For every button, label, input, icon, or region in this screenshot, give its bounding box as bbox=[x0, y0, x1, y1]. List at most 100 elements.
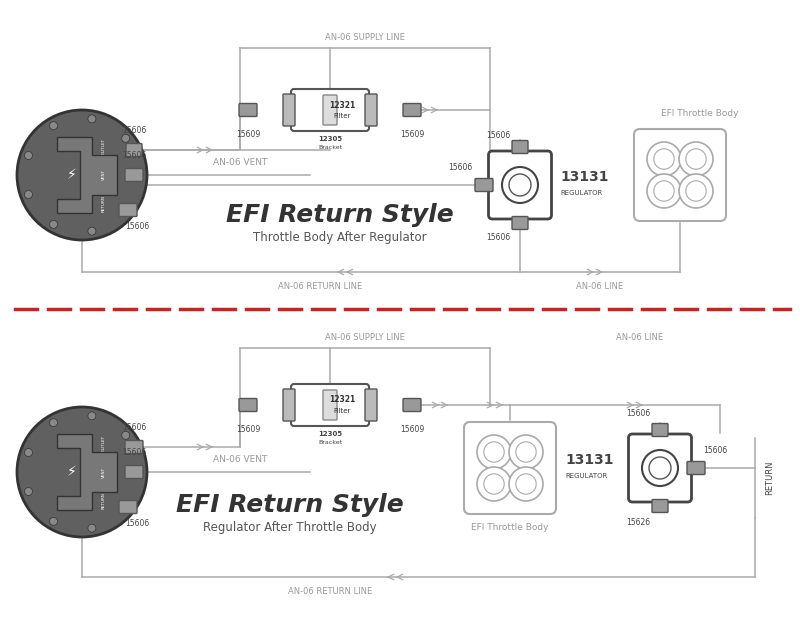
Text: 15606: 15606 bbox=[486, 233, 510, 242]
Circle shape bbox=[88, 115, 96, 123]
Circle shape bbox=[642, 450, 678, 486]
Text: OUTLET: OUTLET bbox=[102, 435, 106, 451]
Circle shape bbox=[654, 181, 674, 201]
Text: 15606: 15606 bbox=[486, 131, 510, 140]
Circle shape bbox=[122, 208, 130, 216]
Text: AN-06 LINE: AN-06 LINE bbox=[577, 282, 623, 291]
Text: Filter: Filter bbox=[334, 113, 350, 119]
Circle shape bbox=[686, 149, 706, 169]
Circle shape bbox=[25, 190, 33, 198]
Circle shape bbox=[135, 171, 143, 179]
Text: 13131: 13131 bbox=[565, 453, 614, 467]
Circle shape bbox=[686, 181, 706, 201]
FancyBboxPatch shape bbox=[512, 140, 528, 153]
FancyBboxPatch shape bbox=[512, 216, 528, 229]
Text: 15626: 15626 bbox=[626, 518, 650, 527]
Text: VENT: VENT bbox=[102, 467, 106, 478]
Circle shape bbox=[122, 505, 130, 513]
Circle shape bbox=[484, 442, 504, 462]
FancyBboxPatch shape bbox=[239, 103, 257, 117]
Text: AN-06 LINE: AN-06 LINE bbox=[617, 333, 663, 342]
Circle shape bbox=[516, 474, 536, 494]
FancyBboxPatch shape bbox=[323, 95, 337, 125]
Circle shape bbox=[647, 174, 681, 208]
Circle shape bbox=[509, 174, 531, 196]
Text: 15609: 15609 bbox=[400, 130, 424, 139]
Text: REGULATOR: REGULATOR bbox=[565, 473, 607, 479]
Text: 15606: 15606 bbox=[125, 519, 149, 528]
Circle shape bbox=[484, 474, 504, 494]
FancyBboxPatch shape bbox=[489, 151, 551, 219]
Text: VENT: VENT bbox=[102, 169, 106, 180]
Text: 12321: 12321 bbox=[329, 101, 355, 109]
Text: ⚡: ⚡ bbox=[67, 465, 77, 479]
Text: 15606: 15606 bbox=[122, 423, 146, 432]
FancyBboxPatch shape bbox=[634, 129, 726, 221]
FancyBboxPatch shape bbox=[475, 179, 493, 192]
FancyBboxPatch shape bbox=[125, 441, 143, 454]
Text: EFI Throttle Body: EFI Throttle Body bbox=[662, 109, 738, 118]
Circle shape bbox=[50, 122, 58, 130]
Circle shape bbox=[654, 149, 674, 169]
FancyBboxPatch shape bbox=[629, 434, 691, 502]
Text: AN-06 RETURN LINE: AN-06 RETURN LINE bbox=[278, 282, 362, 291]
Circle shape bbox=[88, 227, 96, 235]
FancyBboxPatch shape bbox=[119, 501, 137, 514]
FancyBboxPatch shape bbox=[283, 94, 295, 126]
Text: AN-06 SUPPLY LINE: AN-06 SUPPLY LINE bbox=[325, 333, 405, 342]
FancyBboxPatch shape bbox=[125, 465, 143, 478]
FancyBboxPatch shape bbox=[291, 384, 369, 426]
Circle shape bbox=[88, 524, 96, 532]
Circle shape bbox=[88, 412, 96, 420]
FancyBboxPatch shape bbox=[365, 389, 377, 421]
Circle shape bbox=[679, 142, 713, 176]
FancyBboxPatch shape bbox=[464, 422, 556, 514]
Circle shape bbox=[50, 221, 58, 229]
Text: RETURN: RETURN bbox=[765, 461, 774, 495]
Text: 15606: 15606 bbox=[122, 151, 146, 160]
FancyBboxPatch shape bbox=[365, 94, 377, 126]
Text: Bracket: Bracket bbox=[318, 440, 342, 445]
Circle shape bbox=[25, 488, 33, 496]
Circle shape bbox=[509, 467, 543, 501]
Text: 15606: 15606 bbox=[448, 163, 472, 172]
FancyBboxPatch shape bbox=[403, 103, 421, 117]
Circle shape bbox=[649, 457, 671, 479]
Circle shape bbox=[25, 449, 33, 457]
Text: 13131: 13131 bbox=[560, 170, 609, 184]
Circle shape bbox=[50, 517, 58, 525]
Text: ⚡: ⚡ bbox=[67, 168, 77, 182]
Text: Bracket: Bracket bbox=[318, 145, 342, 150]
Text: 15606: 15606 bbox=[122, 448, 146, 457]
Text: 15606: 15606 bbox=[626, 409, 650, 418]
Polygon shape bbox=[57, 137, 117, 213]
FancyBboxPatch shape bbox=[652, 423, 668, 436]
Polygon shape bbox=[57, 434, 117, 510]
Circle shape bbox=[502, 167, 538, 203]
Circle shape bbox=[122, 431, 130, 439]
Circle shape bbox=[17, 110, 147, 240]
Text: OUTLET: OUTLET bbox=[102, 138, 106, 154]
Text: 12305: 12305 bbox=[318, 431, 342, 437]
FancyBboxPatch shape bbox=[239, 399, 257, 412]
Circle shape bbox=[135, 468, 143, 476]
Circle shape bbox=[17, 407, 147, 537]
FancyBboxPatch shape bbox=[283, 389, 295, 421]
Circle shape bbox=[647, 142, 681, 176]
Circle shape bbox=[679, 174, 713, 208]
Text: Regulator After Throttle Body: Regulator After Throttle Body bbox=[203, 522, 377, 535]
Text: RETURN: RETURN bbox=[102, 493, 106, 509]
Text: EFI Throttle Body: EFI Throttle Body bbox=[471, 523, 549, 532]
Text: 15609: 15609 bbox=[236, 425, 260, 434]
Text: EFI Return Style: EFI Return Style bbox=[176, 493, 404, 517]
Circle shape bbox=[509, 435, 543, 469]
Circle shape bbox=[25, 151, 33, 159]
Text: 15606: 15606 bbox=[122, 126, 146, 135]
Text: 15609: 15609 bbox=[236, 130, 260, 139]
Text: 12305: 12305 bbox=[318, 136, 342, 142]
FancyBboxPatch shape bbox=[323, 390, 337, 420]
Text: AN-06 RETURN LINE: AN-06 RETURN LINE bbox=[288, 587, 372, 596]
FancyBboxPatch shape bbox=[291, 89, 369, 131]
Text: AN-06 VENT: AN-06 VENT bbox=[213, 455, 267, 464]
FancyBboxPatch shape bbox=[403, 399, 421, 412]
